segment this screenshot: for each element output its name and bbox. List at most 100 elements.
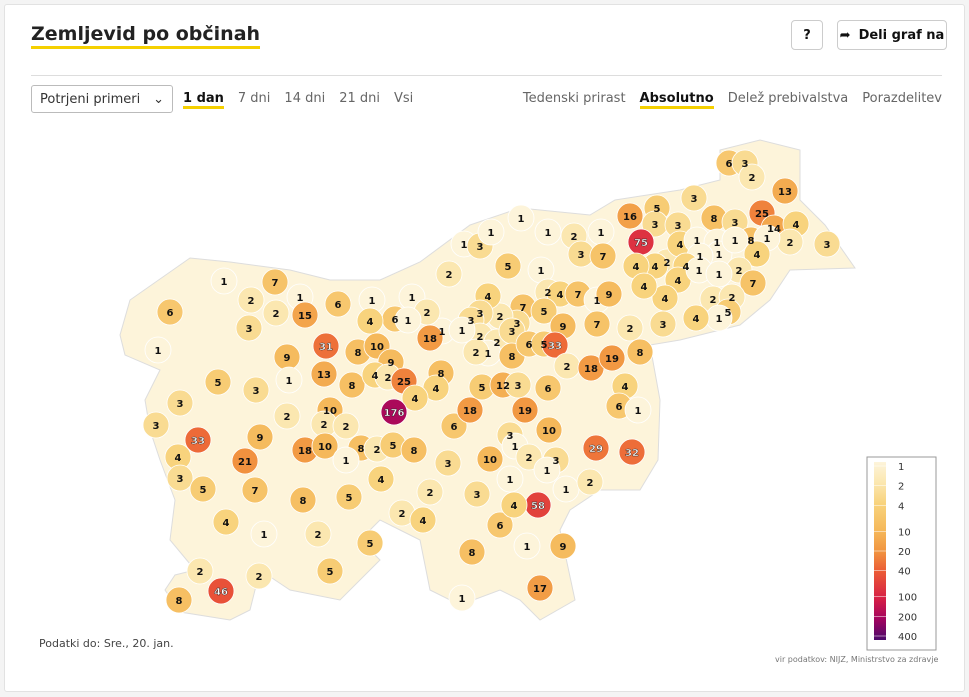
tab[interactable]: Porazdelitev [862, 91, 942, 106]
municipality-label: 3 [732, 218, 739, 229]
municipality-label: 8 [438, 369, 445, 380]
tab[interactable]: 21 dni [339, 91, 380, 106]
municipality-label: 4 [378, 475, 385, 486]
municipality-label: 3 [477, 242, 484, 253]
municipality-label: 1 [696, 266, 703, 277]
municipality [242, 376, 270, 404]
municipality [598, 344, 626, 372]
municipality [304, 520, 332, 548]
municipality [189, 475, 217, 503]
municipality-label: 10 [542, 426, 556, 437]
municipality [618, 438, 646, 466]
tab[interactable]: 14 dni [284, 91, 326, 106]
municipality-label: 2 [374, 445, 381, 456]
municipality-label: 46 [214, 587, 228, 598]
municipality-label: 8 [349, 381, 356, 392]
municipality-label: 1 [488, 228, 495, 239]
tab[interactable]: Absolutno [639, 91, 714, 109]
tab[interactable]: 7 dni [237, 91, 271, 106]
municipality-label: 16 [623, 212, 637, 223]
municipality-label: 1 [459, 594, 466, 605]
municipality-label: 2 [321, 420, 328, 431]
municipality [534, 374, 562, 402]
municipality-label: 4 [372, 371, 379, 382]
select[interactable]: Potrjeni primeri ⌄ [31, 85, 173, 113]
share-button[interactable]: ➦ Deli graf na [837, 20, 947, 50]
municipality-label: 1 [716, 314, 723, 325]
municipality [312, 332, 340, 360]
municipality [705, 260, 733, 288]
municipality [576, 468, 604, 496]
municipality-label: 1 [694, 236, 701, 247]
municipality-label: 1 [594, 296, 601, 307]
municipality [273, 402, 301, 430]
municipality [166, 464, 194, 492]
tab[interactable]: Vsi [393, 91, 414, 106]
municipality-label: 1 [261, 530, 268, 541]
municipality [458, 538, 486, 566]
municipality-label: 15 [298, 311, 312, 322]
municipality-label: 1 [459, 326, 466, 337]
municipality-label: 1 [507, 475, 514, 486]
municipality-label: 2 [399, 509, 406, 520]
municipality-label: 10 [323, 406, 337, 417]
municipality [721, 226, 749, 254]
municipality [583, 310, 611, 338]
municipality-label: 4 [677, 240, 684, 251]
municipality-label: 5 [327, 567, 334, 578]
tab[interactable]: Delež prebivalstva [727, 91, 849, 106]
municipality-label: 4 [622, 382, 629, 393]
municipality [463, 480, 491, 508]
municipality-label: 176 [384, 408, 405, 419]
municipality-label: 7 [594, 320, 601, 331]
municipality-label: 4 [175, 453, 182, 464]
municipality-label: 3 [477, 309, 484, 320]
municipality-label: 3 [742, 159, 749, 170]
municipality [434, 449, 462, 477]
municipality [595, 280, 623, 308]
municipality [541, 331, 569, 359]
tab[interactable]: 1 dan [183, 91, 224, 109]
municipality-label: 2 [494, 338, 501, 349]
municipality-label: 1 [697, 252, 704, 263]
municipality-label: 2 [273, 309, 280, 320]
share-label: Deli graf na [858, 27, 945, 43]
municipality-label: 3 [246, 324, 253, 335]
municipality [409, 506, 437, 534]
municipality [582, 434, 610, 462]
municipality [356, 529, 384, 557]
municipality-label: 31 [319, 342, 333, 353]
municipality-label: 32 [625, 448, 639, 459]
municipality [165, 586, 193, 614]
municipality [534, 218, 562, 246]
municipality [739, 269, 767, 297]
municipality-label: 8 [637, 348, 644, 359]
municipality-label: 75 [634, 238, 648, 249]
municipality [616, 314, 644, 342]
legend-label: 20 [898, 547, 911, 558]
municipality-label: 4 [793, 220, 800, 231]
municipality [241, 476, 269, 504]
help-button[interactable]: ? [791, 20, 823, 50]
municipality-label: 1 [518, 214, 525, 225]
municipality [394, 306, 422, 334]
municipality-label: 9 [388, 358, 395, 369]
municipality [245, 562, 273, 590]
municipality-label: 2 [564, 362, 571, 373]
title: Zemljevid po občinah [31, 23, 261, 49]
municipality-label: 8 [509, 352, 516, 363]
municipality-label: 2 [497, 312, 504, 323]
tab[interactable]: Tedenski prirast [522, 91, 626, 106]
municipality-label: 5 [654, 204, 661, 215]
municipality-label: 5 [367, 539, 374, 550]
municipality-label: 9 [606, 290, 613, 301]
municipality [324, 290, 352, 318]
municipality [682, 304, 710, 332]
municipality-label: 2 [571, 232, 578, 243]
municipality-label: 7 [575, 290, 582, 301]
date-note: Podatki do: Sre., 20. jan. [39, 637, 174, 650]
municipality-label: 1 [545, 228, 552, 239]
municipality-label: 6 [726, 159, 733, 170]
municipality-label: 2 [749, 173, 756, 184]
municipality-label: 2 [729, 293, 736, 304]
